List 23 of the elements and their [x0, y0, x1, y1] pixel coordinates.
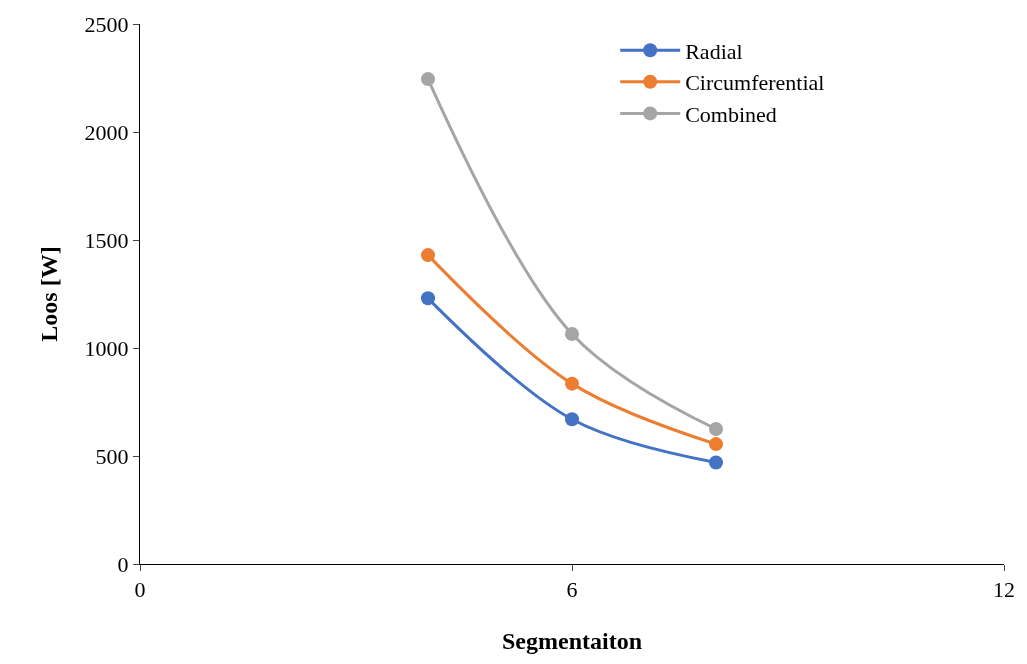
point — [421, 248, 435, 263]
x-tick-label: 0 — [134, 577, 146, 603]
y-tick-label: 2000 — [84, 119, 129, 145]
legend-label: Combined — [685, 101, 777, 127]
y-tick-label: 500 — [95, 443, 129, 469]
legend-label: Circumferential — [685, 70, 825, 96]
point — [565, 412, 579, 427]
x-axis-title: Segmentaiton — [502, 627, 642, 654]
point — [565, 326, 579, 341]
point — [421, 291, 435, 306]
y-tick-label: 1500 — [84, 227, 129, 253]
point — [565, 376, 579, 391]
y-tick-label: 0 — [117, 551, 129, 577]
x-tick-label: 12 — [993, 577, 1015, 603]
y-axis-title: Loos [W] — [35, 246, 62, 342]
point — [421, 72, 435, 87]
y-tick-label: 2500 — [84, 11, 129, 37]
x-tick-label: 6 — [566, 577, 578, 603]
point — [709, 422, 723, 436]
point — [709, 437, 723, 452]
y-tick-label: 1000 — [84, 335, 129, 361]
point — [709, 455, 723, 470]
legend-label: Radial — [685, 38, 743, 64]
